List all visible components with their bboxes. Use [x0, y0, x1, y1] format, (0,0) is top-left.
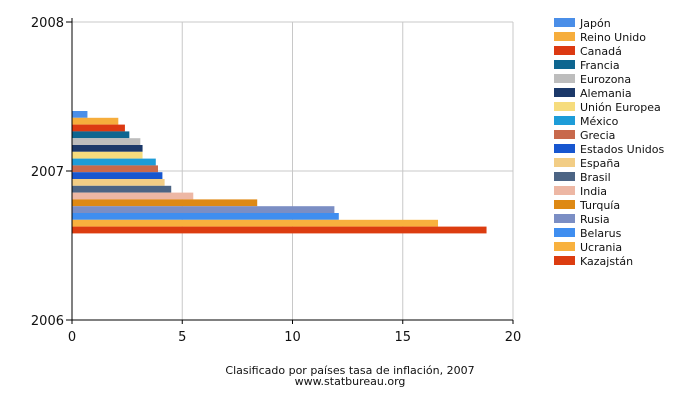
chart-subtitle: www.statbureau.org [295, 375, 406, 388]
bar-16 [72, 213, 339, 220]
legend-swatch [554, 256, 575, 265]
legend-label: Estados Unidos [580, 143, 664, 156]
legend-label: México [580, 115, 619, 128]
legend-swatch [554, 102, 575, 111]
x-tick-label: 15 [394, 330, 411, 345]
bars [72, 111, 487, 234]
x-tick-label: 0 [68, 330, 76, 345]
y-tick-label: 2008 [31, 16, 64, 31]
bar-3 [72, 124, 125, 132]
bar-5 [72, 138, 141, 145]
y-tick-label: 2006 [31, 314, 64, 329]
bar-7 [72, 151, 143, 159]
legend-swatch [554, 60, 575, 69]
legend-label: India [580, 185, 607, 198]
legend-label: Grecia [580, 129, 615, 142]
legend-swatch [554, 228, 575, 237]
x-tick-label: 20 [505, 330, 522, 345]
axes: 0 5 10 15 20 2006 2007 2008 [31, 16, 521, 345]
legend-label: España [580, 157, 620, 170]
legend-swatch [554, 46, 575, 55]
legend-swatch [554, 158, 575, 167]
bar-1 [72, 111, 88, 118]
bar-9 [72, 165, 158, 173]
bar-2 [72, 117, 119, 125]
legend-label: Eurozona [580, 73, 631, 86]
x-tick-label: 10 [284, 330, 301, 345]
legend-swatch [554, 200, 575, 209]
bar-18 [72, 226, 487, 234]
legend-label: Francia [580, 59, 620, 72]
legend-label: Ucrania [580, 241, 622, 254]
legend-swatch [554, 130, 575, 139]
bar-17 [72, 219, 439, 227]
bar-10 [72, 172, 163, 179]
legend-swatch [554, 32, 575, 41]
legend-swatch [554, 74, 575, 83]
bar-14 [72, 199, 258, 207]
legend-label: Turquía [579, 199, 620, 212]
bar-15 [72, 206, 335, 213]
legend-swatch [554, 186, 575, 195]
legend-swatch [554, 242, 575, 251]
chart-title: Clasificado por países tasa de inflación… [225, 364, 474, 377]
legend-swatch [554, 144, 575, 153]
bar-8 [72, 158, 156, 166]
legend-label: Reino Unido [580, 31, 646, 44]
legend-swatch [554, 214, 575, 223]
legend-swatch [554, 88, 575, 97]
legend-label: Kazajstán [580, 255, 633, 268]
legend-label: Rusia [580, 213, 610, 226]
bar-6 [72, 145, 143, 152]
legend-label: Brasil [580, 171, 611, 184]
legend-swatch [554, 18, 575, 27]
legend-swatch [554, 172, 575, 181]
legend-label: Unión Europea [580, 101, 661, 114]
bar-12 [72, 185, 172, 193]
legend-swatch [554, 116, 575, 125]
bar-13 [72, 192, 194, 200]
bar-11 [72, 179, 165, 186]
x-tick-label: 5 [178, 330, 186, 345]
legend-label: Belarus [580, 227, 622, 240]
legend-label: Japón [579, 17, 611, 30]
y-tick-label: 2007 [31, 165, 64, 180]
legend-label: Alemania [580, 87, 632, 100]
legend-label: Canadá [580, 45, 622, 58]
bar-4 [72, 131, 130, 139]
